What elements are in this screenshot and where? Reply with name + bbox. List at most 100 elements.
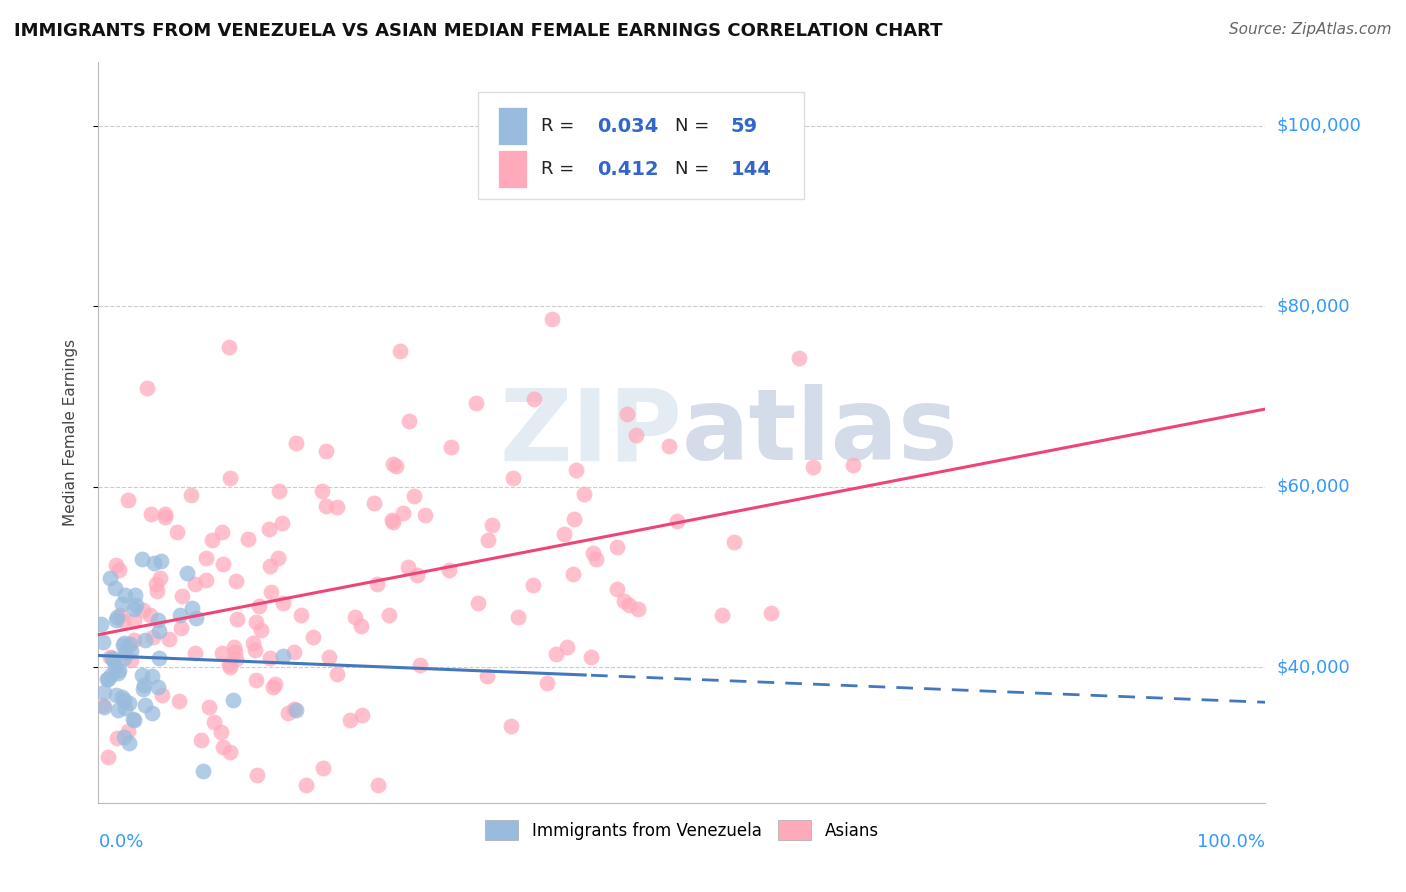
Point xyxy=(522,578,544,592)
Point xyxy=(285,703,308,717)
Point xyxy=(225,652,247,666)
Text: 0.034: 0.034 xyxy=(596,117,658,136)
Point xyxy=(245,673,267,687)
Point xyxy=(665,514,688,528)
Point xyxy=(378,607,401,622)
Point xyxy=(148,680,170,694)
Point xyxy=(616,407,638,421)
Point xyxy=(283,645,305,659)
Point xyxy=(97,672,120,686)
Point xyxy=(112,693,135,707)
Point xyxy=(465,395,488,409)
Point xyxy=(572,487,595,501)
Point xyxy=(118,696,141,710)
Point xyxy=(562,511,585,525)
Point xyxy=(405,568,427,582)
Point xyxy=(202,714,225,729)
Text: 0.0%: 0.0% xyxy=(98,833,143,851)
Point xyxy=(224,640,246,655)
Point xyxy=(209,725,232,739)
Point xyxy=(271,648,294,663)
Text: atlas: atlas xyxy=(682,384,959,481)
Point xyxy=(132,678,155,692)
Point xyxy=(723,535,745,549)
Point xyxy=(96,672,118,686)
Point xyxy=(111,597,134,611)
Point xyxy=(555,640,578,655)
Point xyxy=(125,598,148,612)
Text: 144: 144 xyxy=(731,160,772,178)
Point xyxy=(311,761,333,775)
Point xyxy=(211,524,233,539)
Point xyxy=(90,617,112,632)
Point xyxy=(114,701,136,715)
Point xyxy=(211,557,233,571)
Point xyxy=(118,736,141,750)
Point xyxy=(180,488,202,502)
Point xyxy=(710,607,733,622)
Point xyxy=(339,713,361,727)
Point xyxy=(108,608,131,623)
Point xyxy=(105,558,128,572)
Point xyxy=(481,518,503,533)
Point xyxy=(367,778,389,792)
Text: 0.412: 0.412 xyxy=(596,160,658,178)
Point xyxy=(166,524,188,539)
Point xyxy=(624,427,647,442)
Point xyxy=(153,507,176,521)
Point xyxy=(176,566,198,581)
Point xyxy=(388,343,411,358)
Point xyxy=(131,552,153,566)
Point xyxy=(477,533,499,548)
Point xyxy=(219,471,242,485)
Point xyxy=(409,657,432,672)
Point xyxy=(801,460,824,475)
Point xyxy=(842,458,865,473)
Point xyxy=(350,619,373,633)
Point xyxy=(242,635,264,649)
Point xyxy=(132,682,155,697)
Point xyxy=(181,601,204,615)
Point xyxy=(437,564,460,578)
Text: R =: R = xyxy=(541,117,579,135)
Point xyxy=(114,645,136,659)
Point xyxy=(120,644,142,658)
Point xyxy=(363,496,385,510)
Point xyxy=(606,582,628,596)
Point xyxy=(141,668,163,682)
Point xyxy=(224,644,246,658)
Point xyxy=(211,646,233,660)
Point xyxy=(143,556,166,570)
Point xyxy=(311,484,333,499)
Point xyxy=(145,576,167,591)
Point xyxy=(392,506,415,520)
Point xyxy=(184,611,207,625)
Point xyxy=(172,589,194,603)
Point xyxy=(112,731,135,745)
Point xyxy=(546,648,568,662)
Point xyxy=(381,457,404,471)
Point xyxy=(112,636,135,650)
Point xyxy=(93,684,115,698)
Point xyxy=(117,724,139,739)
Point xyxy=(184,646,207,660)
Point xyxy=(149,554,172,568)
Point xyxy=(262,681,284,695)
Point xyxy=(404,489,426,503)
Point xyxy=(136,381,159,395)
Point xyxy=(606,541,628,555)
Point xyxy=(219,745,242,759)
Point xyxy=(122,713,145,727)
Point xyxy=(271,596,294,610)
Point xyxy=(122,632,145,647)
Point xyxy=(111,690,134,704)
Point xyxy=(506,610,529,624)
Point xyxy=(114,588,136,602)
Point xyxy=(561,566,583,581)
Point xyxy=(100,667,122,681)
Point xyxy=(146,613,169,627)
Point xyxy=(553,526,575,541)
Point xyxy=(581,650,603,665)
Point xyxy=(124,588,146,602)
Point xyxy=(523,392,546,406)
